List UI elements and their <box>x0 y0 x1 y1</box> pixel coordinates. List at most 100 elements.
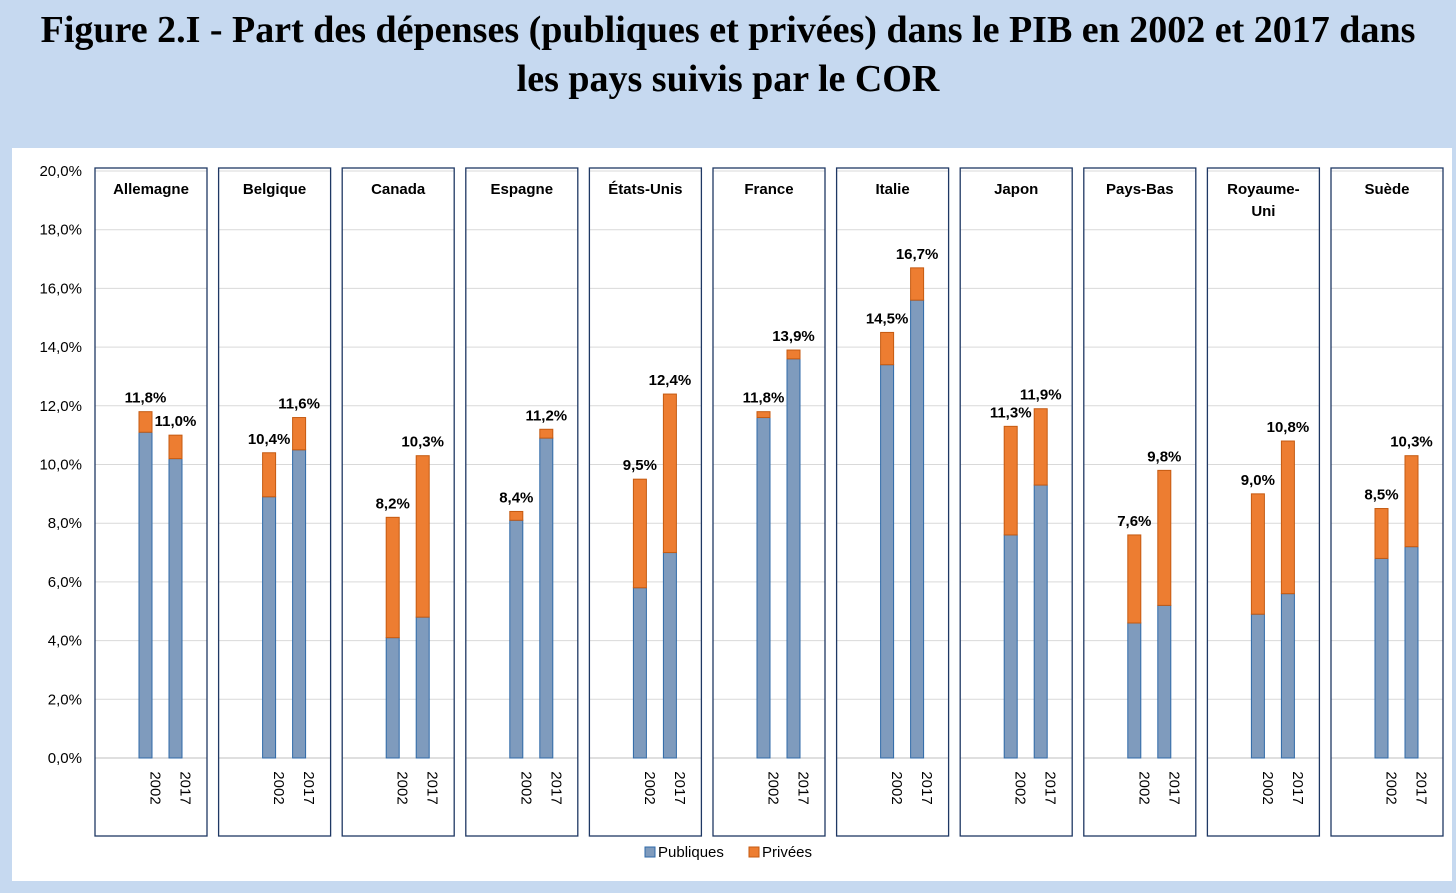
bar-publiques <box>385 637 400 759</box>
data-label: 11,6% <box>278 396 320 413</box>
country-panel <box>588 167 703 837</box>
bar-publiques <box>786 358 801 759</box>
data-label: 11,9% <box>1020 387 1062 404</box>
data-label: 10,8% <box>1267 419 1310 436</box>
y-tick-label: 14,0% <box>39 339 82 356</box>
country-panel <box>959 167 1073 837</box>
year-tick-label: 2017 <box>795 771 812 804</box>
data-label: 11,2% <box>525 407 567 424</box>
country-panel <box>712 167 826 837</box>
y-tick-label: 6,0% <box>48 574 82 591</box>
y-tick-label: 8,0% <box>48 515 82 532</box>
legend-swatch <box>748 846 760 858</box>
year-tick-label: 2002 <box>147 771 164 804</box>
data-label: 7,6% <box>1117 513 1151 530</box>
y-tick-label: 20,0% <box>39 163 82 180</box>
year-tick-label: 2017 <box>177 771 194 804</box>
bar-publiques <box>756 417 771 759</box>
data-label: 13,9% <box>772 328 815 345</box>
year-tick-label: 2017 <box>1042 771 1059 804</box>
country-name: Suède <box>1364 181 1409 198</box>
country-panel <box>1083 167 1197 837</box>
bar-privees <box>662 393 677 554</box>
country-name: Pays-Bas <box>1106 181 1174 198</box>
country-panel <box>465 167 579 837</box>
bar-privees <box>1033 408 1048 486</box>
y-tick-label: 10,0% <box>39 457 82 474</box>
year-tick-label: 2017 <box>424 771 441 804</box>
bar-privees <box>509 510 524 521</box>
year-tick-label: 2017 <box>1165 771 1182 804</box>
bar-publiques <box>910 299 925 759</box>
year-tick-label: 2017 <box>1289 771 1306 804</box>
bar-privees <box>786 349 801 360</box>
data-label: 10,4% <box>248 431 291 448</box>
country-panel <box>1206 167 1321 837</box>
country-name: Italie <box>876 181 910 198</box>
country-panel <box>217 167 332 837</box>
bar-privees <box>262 452 277 498</box>
bar-publiques <box>880 364 895 759</box>
year-tick-label: 2002 <box>270 771 287 804</box>
y-tick-label: 2,0% <box>48 691 82 708</box>
bar-privees <box>539 428 554 439</box>
bar-privees <box>1280 440 1295 595</box>
country-panel <box>94 167 208 837</box>
data-label: 8,5% <box>1364 487 1398 504</box>
bar-publiques <box>1003 534 1018 759</box>
year-tick-label: 2002 <box>1012 771 1029 804</box>
y-tick-label: 0,0% <box>48 750 82 767</box>
bar-publiques <box>662 552 677 759</box>
country-panel <box>835 167 950 837</box>
bar-privees <box>292 417 307 451</box>
y-tick-label: 16,0% <box>39 280 82 297</box>
year-tick-label: 2017 <box>1413 771 1430 804</box>
y-tick-label: 4,0% <box>48 633 82 650</box>
bar-privees <box>138 411 153 433</box>
country-name: Royaume- <box>1227 181 1300 198</box>
legend-swatch <box>644 846 656 858</box>
bar-privees <box>168 434 183 460</box>
bar-publiques <box>168 458 183 759</box>
bar-publiques <box>1280 593 1295 759</box>
chart-title-line-1: Figure 2.I - Part des dépenses (publique… <box>40 9 1416 51</box>
bar-privees <box>1374 508 1389 559</box>
data-label: 9,0% <box>1241 472 1275 489</box>
country-panel <box>1330 167 1444 837</box>
bar-publiques <box>1374 557 1389 759</box>
bar-publiques <box>262 496 277 759</box>
country-name: Canada <box>371 181 426 198</box>
bar-privees <box>910 267 925 301</box>
bar-privees <box>1404 455 1419 548</box>
bar-privees <box>415 455 430 618</box>
legend-label: Privées <box>762 844 812 861</box>
data-label: 11,8% <box>125 390 167 407</box>
data-label: 11,3% <box>990 404 1032 421</box>
country-name: Uni <box>1251 203 1275 220</box>
data-label: 10,3% <box>1390 434 1433 451</box>
data-label: 9,5% <box>623 457 657 474</box>
legend-label: Publiques <box>658 844 724 861</box>
year-tick-label: 2017 <box>300 771 317 804</box>
year-tick-label: 2017 <box>671 771 688 804</box>
data-label: 9,8% <box>1147 448 1181 465</box>
bar-privees <box>385 516 400 639</box>
bar-privees <box>1127 534 1142 624</box>
country-name: États-Unis <box>608 181 682 198</box>
year-tick-label: 2002 <box>765 771 782 804</box>
year-tick-label: 2002 <box>517 771 534 804</box>
country-panel <box>341 167 455 837</box>
country-name: Belgique <box>243 181 306 198</box>
country-name: Allemagne <box>113 181 189 198</box>
bar-publiques <box>1404 546 1419 759</box>
year-tick-label: 2002 <box>1135 771 1152 804</box>
year-tick-label: 2002 <box>888 771 905 804</box>
bar-publiques <box>1157 604 1172 759</box>
bar-publiques <box>138 431 153 759</box>
year-tick-label: 2017 <box>547 771 564 804</box>
bar-privees <box>1003 425 1018 536</box>
data-label: 11,0% <box>155 413 197 430</box>
data-label: 16,7% <box>896 246 939 263</box>
bar-publiques <box>1127 622 1142 759</box>
year-tick-label: 2002 <box>394 771 411 804</box>
